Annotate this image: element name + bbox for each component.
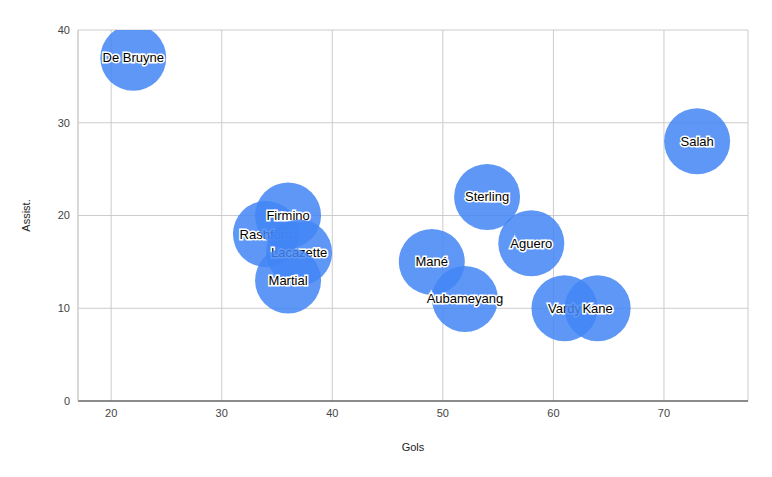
svg-text:De Bruyne: De Bruyne xyxy=(103,50,164,65)
svg-text:Assist.: Assist. xyxy=(20,199,32,231)
svg-text:40: 40 xyxy=(58,24,70,36)
svg-text:Aguero: Aguero xyxy=(510,236,552,251)
svg-text:70: 70 xyxy=(658,407,670,419)
svg-text:Aubameyang: Aubameyang xyxy=(427,291,504,306)
svg-text:10: 10 xyxy=(58,302,70,314)
svg-text:60: 60 xyxy=(547,407,559,419)
svg-text:20: 20 xyxy=(105,407,117,419)
svg-text:30: 30 xyxy=(216,407,228,419)
svg-text:50: 50 xyxy=(437,407,449,419)
svg-text:Sterling: Sterling xyxy=(465,189,509,204)
svg-text:20: 20 xyxy=(58,209,70,221)
svg-text:Firmino: Firmino xyxy=(266,208,310,223)
svg-text:Kane: Kane xyxy=(582,301,612,316)
svg-text:Gols: Gols xyxy=(402,441,425,453)
svg-text:30: 30 xyxy=(58,117,70,129)
svg-text:0: 0 xyxy=(64,395,70,407)
svg-text:Salah: Salah xyxy=(681,134,714,149)
svg-text:40: 40 xyxy=(326,407,338,419)
svg-text:Mané: Mané xyxy=(416,254,449,269)
svg-text:Martial: Martial xyxy=(269,273,308,288)
